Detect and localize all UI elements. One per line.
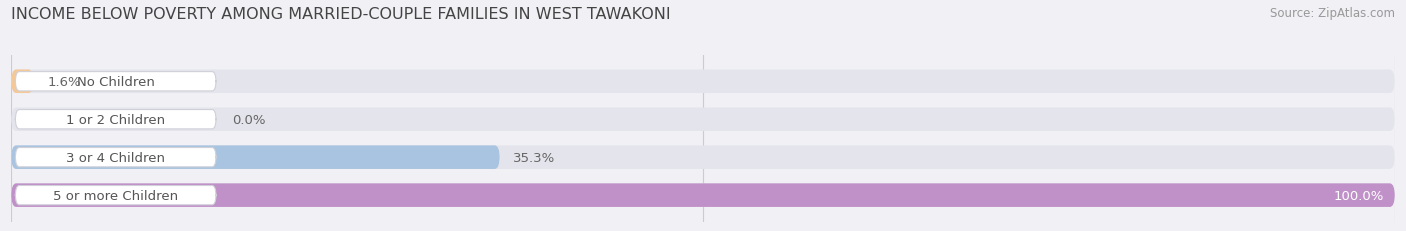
FancyBboxPatch shape bbox=[11, 70, 34, 94]
FancyBboxPatch shape bbox=[11, 146, 499, 169]
FancyBboxPatch shape bbox=[11, 184, 1395, 207]
Text: 0.0%: 0.0% bbox=[232, 113, 266, 126]
FancyBboxPatch shape bbox=[11, 108, 1395, 131]
FancyBboxPatch shape bbox=[15, 148, 217, 167]
Text: 1 or 2 Children: 1 or 2 Children bbox=[66, 113, 166, 126]
FancyBboxPatch shape bbox=[11, 184, 1395, 207]
FancyBboxPatch shape bbox=[15, 186, 217, 205]
Text: No Children: No Children bbox=[77, 76, 155, 88]
FancyBboxPatch shape bbox=[11, 146, 1395, 169]
FancyBboxPatch shape bbox=[15, 72, 217, 91]
Text: 35.3%: 35.3% bbox=[513, 151, 555, 164]
Text: INCOME BELOW POVERTY AMONG MARRIED-COUPLE FAMILIES IN WEST TAWAKONI: INCOME BELOW POVERTY AMONG MARRIED-COUPL… bbox=[11, 7, 671, 22]
Text: 3 or 4 Children: 3 or 4 Children bbox=[66, 151, 165, 164]
FancyBboxPatch shape bbox=[11, 70, 1395, 94]
Text: 1.6%: 1.6% bbox=[48, 76, 80, 88]
Text: Source: ZipAtlas.com: Source: ZipAtlas.com bbox=[1270, 7, 1395, 20]
FancyBboxPatch shape bbox=[15, 110, 217, 129]
Text: 100.0%: 100.0% bbox=[1333, 189, 1384, 202]
Text: 5 or more Children: 5 or more Children bbox=[53, 189, 179, 202]
